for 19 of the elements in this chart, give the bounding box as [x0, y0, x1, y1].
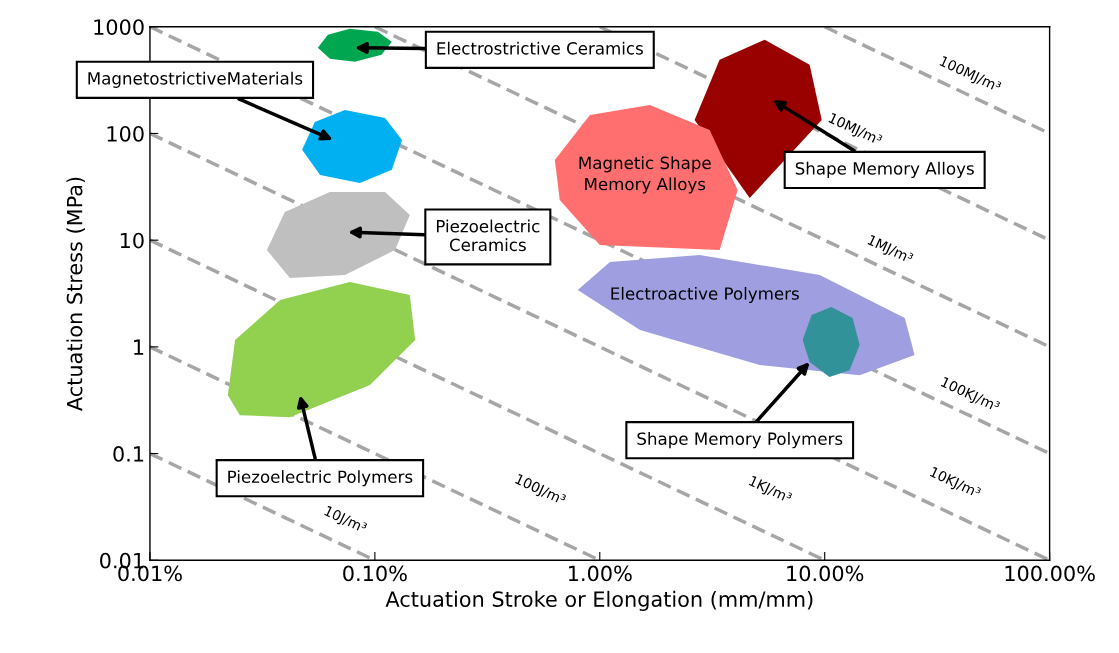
y-tick-label: 0.1 [113, 446, 144, 462]
y-tick-label: 10 [120, 232, 144, 249]
y-tick-label: 100 [107, 125, 144, 142]
annotation: Piezoelectric Ceramics [436, 219, 540, 252]
x-tick-label: 1.00% [568, 565, 632, 582]
annotation: Electroactive Polymers [611, 286, 799, 304]
y-axis-title: Actuation Stress (MPa) [66, 177, 85, 411]
annotation: MagnetostrictiveMaterials [88, 71, 303, 88]
x-tick-label: 10.00% [787, 565, 864, 582]
annotation: Shape Memory Alloys [795, 161, 974, 178]
annotation: Magnetic Shape Memory Alloys [579, 156, 711, 194]
annotation: Piezoelectric Polymers [228, 470, 413, 487]
annotation: Shape Memory Polymers [637, 432, 843, 449]
x-tick-label: 100.00% [1005, 565, 1095, 582]
x-axis-title: Actuation Stroke or Elongation (mm/mm) [385, 590, 813, 612]
x-tick-label: 0.10% [343, 565, 407, 582]
y-tick-label: 1 [134, 339, 144, 355]
annotation: Electrostrictive Ceramics [437, 41, 643, 55]
y-tick-label: 1000 [94, 19, 144, 35]
